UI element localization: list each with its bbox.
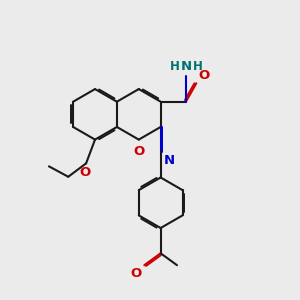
Text: H: H (169, 61, 179, 74)
Text: N: N (164, 154, 175, 167)
Text: O: O (79, 166, 90, 179)
Text: H: H (193, 61, 202, 74)
Text: O: O (199, 69, 210, 82)
Text: N: N (180, 60, 191, 73)
Text: O: O (131, 267, 142, 280)
Text: O: O (133, 145, 144, 158)
